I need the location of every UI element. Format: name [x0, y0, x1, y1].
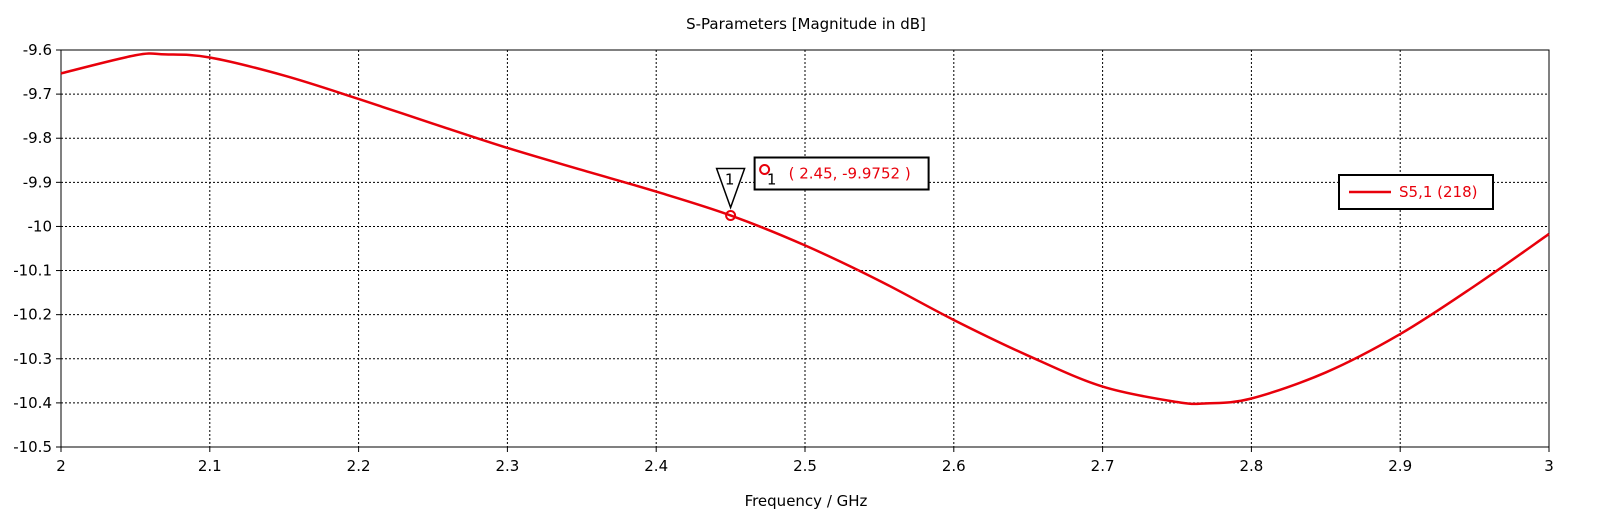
y-tick-label: -9.7 [23, 85, 52, 103]
marker-readout-box [753, 156, 930, 191]
x-tick-label: 2 [56, 457, 66, 475]
grid [61, 50, 1549, 447]
x-tick-label: 2.6 [942, 457, 966, 475]
x-tick-label: 2.9 [1388, 457, 1412, 475]
y-tick-label: -10.1 [13, 262, 52, 280]
x-tick-label: 2.4 [644, 457, 668, 475]
y-tick-label: -10.2 [13, 306, 52, 324]
series-group [60, 52, 1550, 406]
x-tick-label: 2.1 [198, 457, 222, 475]
legend-entry-label: S5,1 (218) [1399, 183, 1477, 201]
x-tick-label: 2.3 [495, 457, 519, 475]
y-axis-ticks: -9.6 -9.7 -9.8 -9.9 -10 -10.1 -10.2 -10.3 -10.4 -… [13, 41, 61, 456]
x-axis-ticks: 2 2.1 2.2 2.3 2.4 2.5 2.6 2.7 2.8 2.9 3 [56, 447, 1554, 475]
y-tick-label: -9.9 [23, 173, 52, 191]
y-tick-label: -10.5 [13, 438, 52, 456]
x-axis-label: Frequency / GHz [745, 492, 868, 510]
legend[interactable]: S5,1 (218) [1338, 174, 1494, 210]
x-tick-label: 2.2 [347, 457, 371, 475]
y-tick-label: -9.6 [23, 41, 52, 59]
series-line [60, 52, 1550, 406]
marker-point[interactable] [725, 210, 737, 222]
marker-flag-icon [715, 167, 746, 210]
marker-readout-id: 1 [767, 171, 777, 189]
marker-readout-point-icon [759, 164, 771, 176]
marker-1[interactable]: 1 1 ( 2.45, -9.9752 ) [715, 156, 930, 222]
y-tick-label: -10 [28, 217, 53, 235]
x-tick-label: 3 [1544, 457, 1554, 475]
y-tick-label: -9.8 [23, 129, 52, 147]
marker-readout-value: ( 2.45, -9.9752 ) [789, 165, 911, 183]
x-tick-label: 2.7 [1091, 457, 1115, 475]
y-tick-label: -10.3 [13, 350, 52, 368]
y-tick-label: -10.4 [13, 394, 52, 412]
marker-flag-id: 1 [725, 171, 735, 189]
x-tick-label: 2.5 [793, 457, 817, 475]
chart-title: S-Parameters [Magnitude in dB] [686, 15, 926, 33]
x-tick-label: 2.8 [1239, 457, 1263, 475]
